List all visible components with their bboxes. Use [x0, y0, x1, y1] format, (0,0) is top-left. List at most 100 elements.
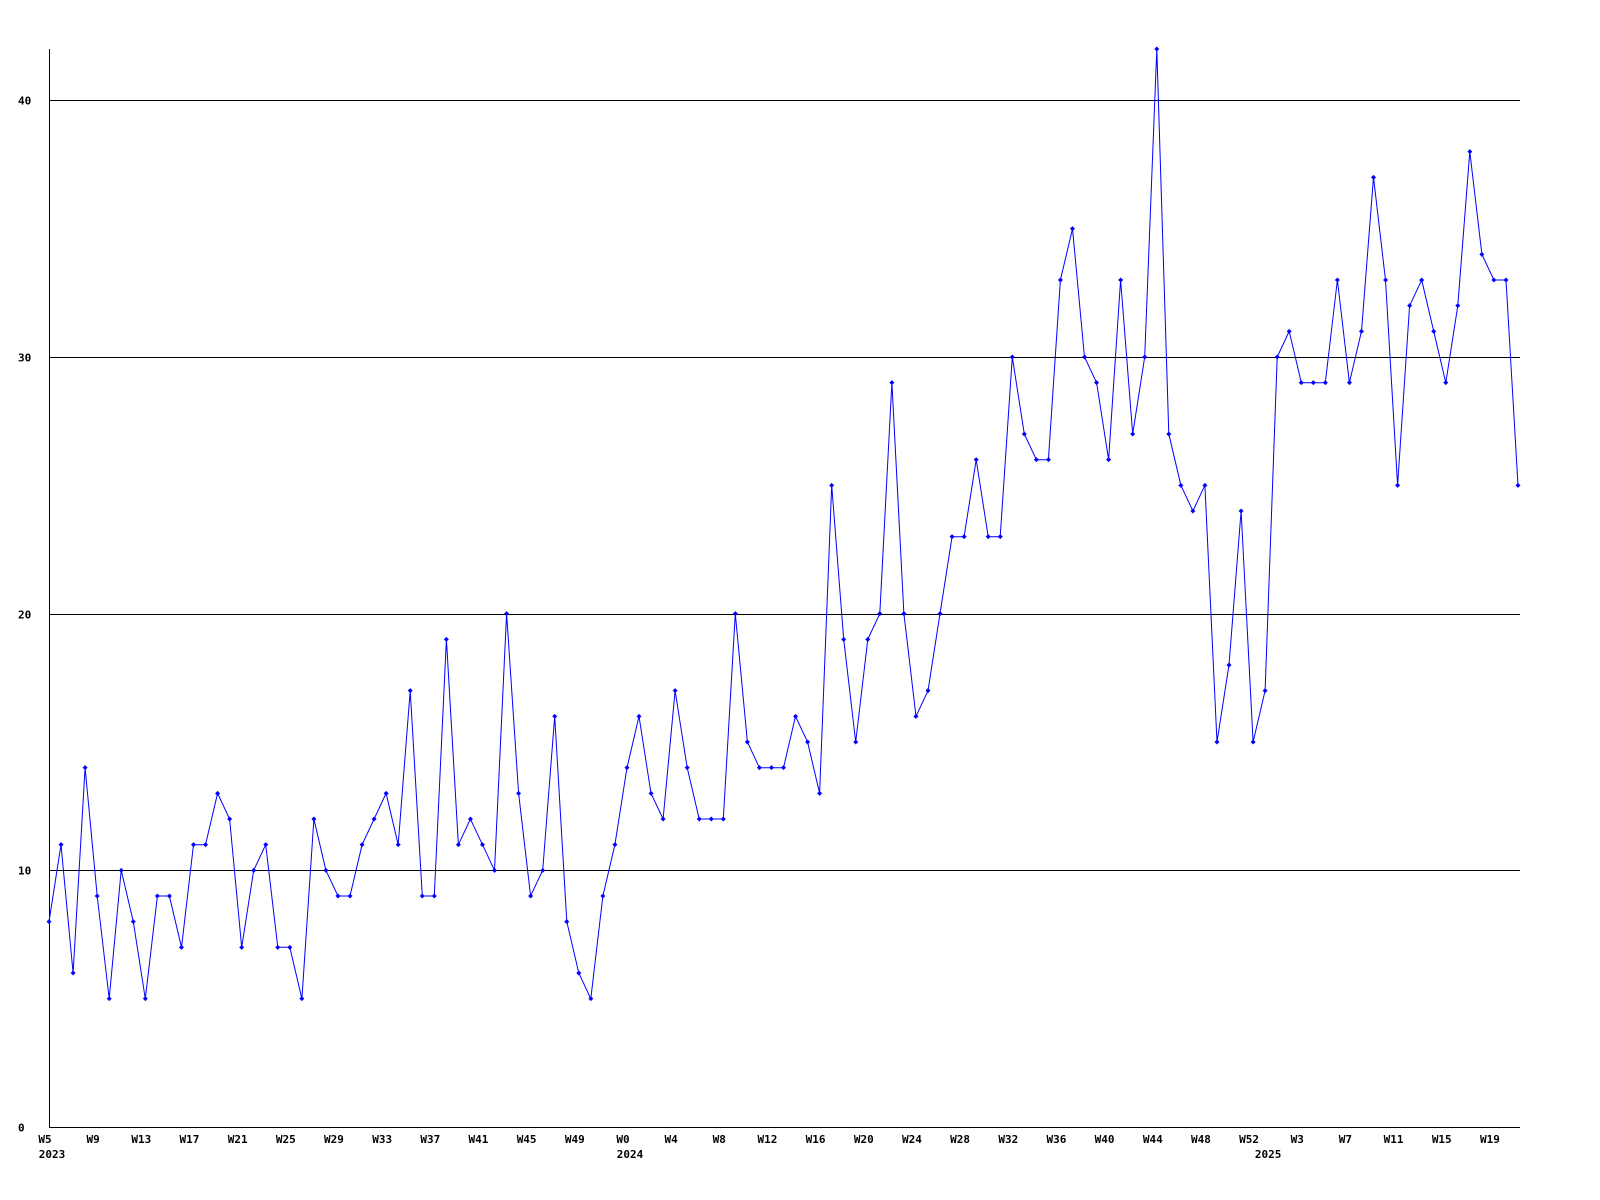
- x-tick-label: W52: [1239, 1133, 1259, 1146]
- point: [311, 816, 317, 822]
- point: [889, 380, 895, 386]
- point: [732, 611, 738, 617]
- point: [973, 457, 979, 463]
- point: [708, 816, 714, 822]
- x-tick-label: W37: [420, 1133, 440, 1146]
- x-tick-label: W32: [998, 1133, 1018, 1146]
- x-tick-label: W11: [1384, 1133, 1404, 1146]
- point: [600, 893, 606, 899]
- point: [1009, 354, 1015, 360]
- point: [443, 636, 449, 642]
- y-tick-label: 20: [18, 609, 31, 622]
- point: [540, 867, 546, 873]
- point: [1166, 431, 1172, 437]
- point: [1045, 457, 1051, 463]
- y-tick-label: 0: [18, 1122, 25, 1135]
- point: [1515, 482, 1521, 488]
- point: [178, 944, 184, 950]
- y-tick-label: 10: [18, 865, 31, 878]
- point: [648, 790, 654, 796]
- point: [1154, 46, 1160, 52]
- x-tick-label: W16: [806, 1133, 826, 1146]
- point: [937, 611, 943, 617]
- point: [1298, 380, 1304, 386]
- point: [1142, 354, 1148, 360]
- point: [1214, 739, 1220, 745]
- point: [1467, 149, 1473, 155]
- point: [841, 636, 847, 642]
- x-tick-label: W28: [950, 1133, 970, 1146]
- point: [1250, 739, 1256, 745]
- point: [251, 867, 257, 873]
- point: [263, 842, 269, 848]
- x-tick-label: W36: [1047, 1133, 1067, 1146]
- x-tick-label: W19: [1480, 1133, 1500, 1146]
- point: [1443, 380, 1449, 386]
- point: [467, 816, 473, 822]
- point: [504, 611, 510, 617]
- x-tick-label: W0: [616, 1133, 629, 1146]
- point: [588, 996, 594, 1002]
- point: [1118, 277, 1124, 283]
- point: [1503, 277, 1509, 283]
- point: [118, 867, 124, 873]
- point: [985, 534, 991, 540]
- point: [70, 970, 76, 976]
- line: [48, 48, 1519, 1001]
- point: [371, 816, 377, 822]
- point: [1069, 226, 1075, 232]
- point: [407, 688, 413, 694]
- point: [1310, 380, 1316, 386]
- point: [1057, 277, 1063, 283]
- point: [901, 611, 907, 617]
- y-tick-label: 40: [18, 95, 31, 108]
- x-tick-label: W44: [1143, 1133, 1163, 1146]
- x-tick-label: W7: [1339, 1133, 1352, 1146]
- point: [1106, 457, 1112, 463]
- x-tick-label: W25: [276, 1133, 296, 1146]
- x-tick-label: W48: [1191, 1133, 1211, 1146]
- point: [1021, 431, 1027, 437]
- point: [1358, 328, 1364, 334]
- x-tick-label: W20: [854, 1133, 874, 1146]
- point: [636, 713, 642, 719]
- point: [287, 944, 293, 950]
- point: [130, 919, 136, 925]
- point: [1226, 662, 1232, 668]
- point: [1371, 174, 1377, 180]
- point: [395, 842, 401, 848]
- point: [576, 970, 582, 976]
- point: [1431, 328, 1437, 334]
- point: [359, 842, 365, 848]
- point: [82, 765, 88, 771]
- point: [1419, 277, 1425, 283]
- point: [961, 534, 967, 540]
- y-tick-label: 30: [18, 352, 31, 365]
- x-tick-label: W9: [87, 1133, 100, 1146]
- point: [684, 765, 690, 771]
- x-year-label: 2025: [1255, 1148, 1282, 1161]
- point: [46, 919, 52, 925]
- point: [383, 790, 389, 796]
- point: [492, 867, 498, 873]
- point: [1094, 380, 1100, 386]
- point: [1178, 482, 1184, 488]
- point: [299, 996, 305, 1002]
- point: [612, 842, 618, 848]
- point: [190, 842, 196, 848]
- point: [215, 790, 221, 796]
- point: [1491, 277, 1497, 283]
- point: [94, 893, 100, 899]
- point: [1274, 354, 1280, 360]
- point: [142, 996, 148, 1002]
- point: [624, 765, 630, 771]
- x-tick-label: W45: [517, 1133, 537, 1146]
- x-tick-label: W17: [180, 1133, 200, 1146]
- point: [106, 996, 112, 1002]
- point: [829, 482, 835, 488]
- point: [853, 739, 859, 745]
- point: [1130, 431, 1136, 437]
- point: [1407, 303, 1413, 309]
- point: [913, 713, 919, 719]
